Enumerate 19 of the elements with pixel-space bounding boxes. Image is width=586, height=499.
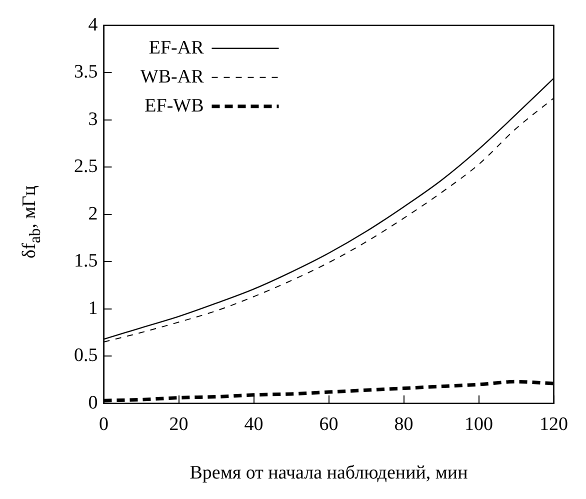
- y-tick-label: 3.5: [74, 62, 98, 83]
- y-tick-label: 2.5: [74, 156, 98, 178]
- legend-label: EF-WB: [144, 95, 204, 116]
- x-tick-label: 120: [540, 414, 568, 435]
- y-tick-label: 1: [88, 298, 98, 319]
- legend-label: WB-AR: [140, 66, 204, 88]
- x-tick-label: 60: [319, 414, 338, 435]
- y-tick-label: 3: [88, 108, 98, 130]
- y-tick-label: 2: [88, 203, 98, 224]
- x-tick-label: 40: [244, 414, 264, 435]
- y-tick-label: 0.5: [74, 345, 98, 366]
- y-tick-label: 0: [88, 392, 98, 414]
- y-tick-label: 4: [88, 14, 98, 36]
- x-tick-label: 100: [464, 414, 493, 435]
- x-axis-title: Время от начала наблюдений, мин: [190, 462, 468, 484]
- x-tick-label: 20: [169, 414, 188, 435]
- y-tick-label: 1.5: [74, 250, 98, 272]
- x-tick-label: 80: [394, 414, 414, 435]
- legend-label: EF-AR: [148, 37, 204, 58]
